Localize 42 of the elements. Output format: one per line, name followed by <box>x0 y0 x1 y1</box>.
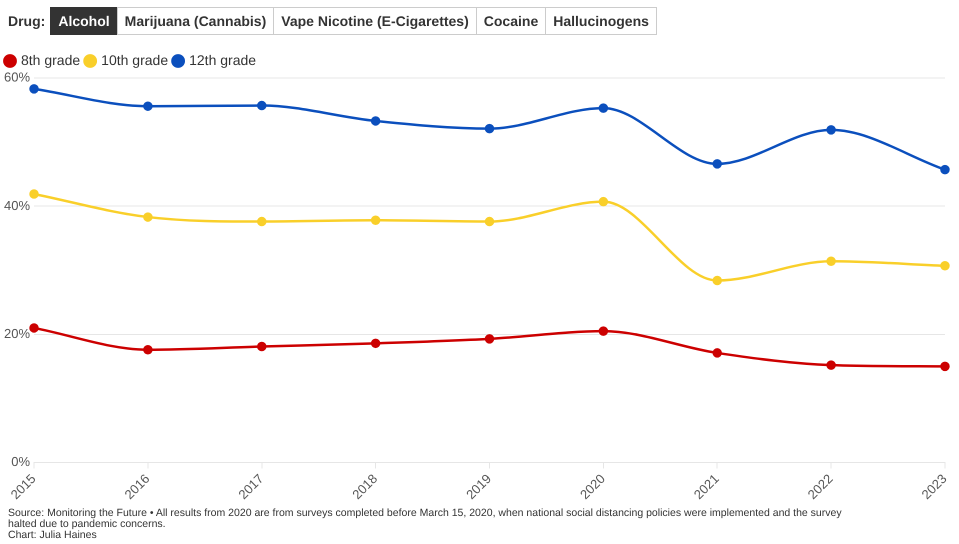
point <box>29 189 39 199</box>
point <box>598 103 608 113</box>
point <box>940 164 950 174</box>
point <box>257 100 267 110</box>
point <box>484 216 494 226</box>
point <box>940 261 950 271</box>
text: Alcohol <box>50 7 118 35</box>
legend-label: 12th grade <box>189 52 256 68</box>
text: Cocaine <box>476 7 546 35</box>
point <box>257 342 267 352</box>
point <box>826 360 836 370</box>
point <box>484 124 494 134</box>
y-tick-label: 40% <box>4 198 30 213</box>
point <box>370 338 380 348</box>
point <box>370 116 380 126</box>
legend-label: 8th grade <box>21 52 80 68</box>
point <box>712 159 722 169</box>
y-tick-label: 20% <box>4 326 30 341</box>
point <box>940 362 950 372</box>
point <box>143 101 153 111</box>
text: Chart: Julia Haines <box>8 529 97 541</box>
source-note: Source: Monitoring the Future • All results from 2020 are from surveys completed before March 15, 2020, when national social distancing policies were implemented and the survey halted due to pandemic concerns. <box>8 507 843 530</box>
point <box>484 334 494 344</box>
y-tick-label: 60% <box>4 70 30 85</box>
text: Hallucinogens <box>545 7 657 35</box>
point <box>143 212 153 222</box>
text: Marijuana (Cannabis) <box>116 7 274 35</box>
text: Drug: <box>8 13 46 29</box>
point <box>370 216 380 226</box>
point <box>712 276 722 286</box>
point <box>712 348 722 358</box>
text: Vape Nicotine (E-Cigarettes) <box>273 7 477 35</box>
point <box>598 326 608 336</box>
point <box>143 344 153 354</box>
point <box>29 84 39 94</box>
point <box>826 256 836 266</box>
point <box>598 196 608 206</box>
y-tick-label: 0% <box>11 454 30 470</box>
legend-label: 10th grade <box>101 52 168 68</box>
point <box>826 125 836 135</box>
point <box>257 216 267 226</box>
point <box>29 323 39 333</box>
